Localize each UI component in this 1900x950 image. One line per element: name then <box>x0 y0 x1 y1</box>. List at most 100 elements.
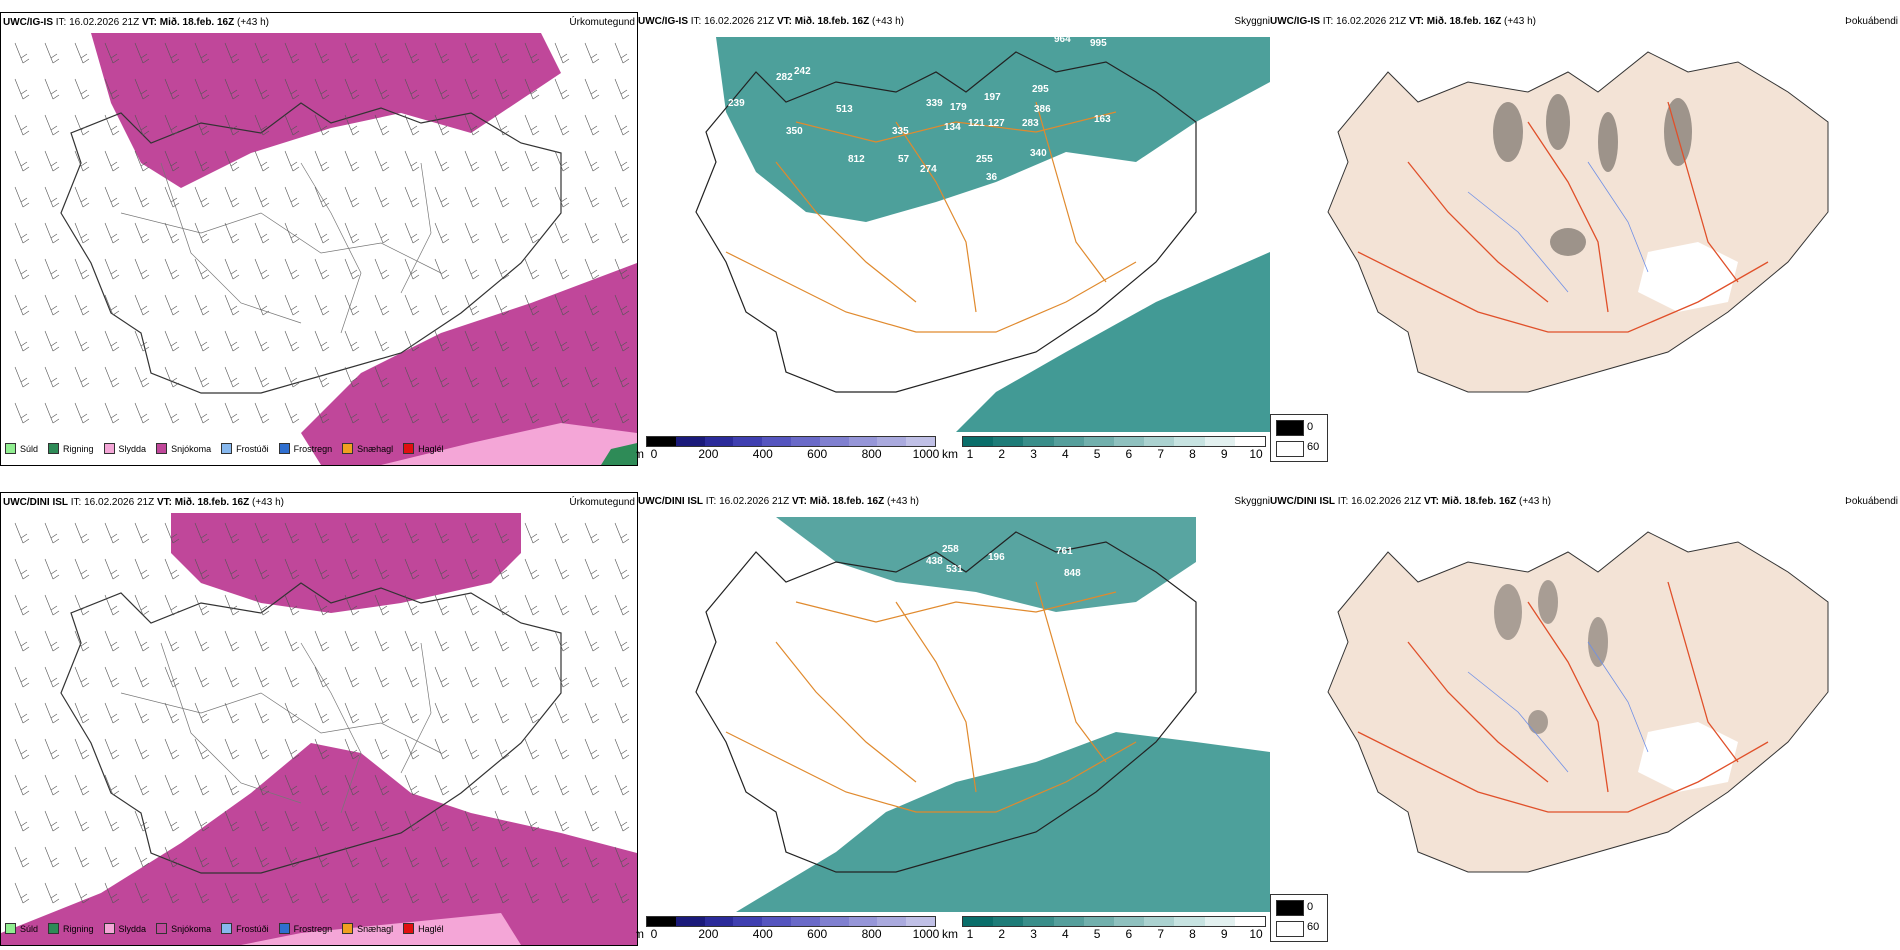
glacier-white <box>1638 242 1738 312</box>
wind-barb <box>14 738 30 760</box>
wind-barb <box>44 150 60 172</box>
wind-barb <box>314 150 330 172</box>
wind-barb <box>344 294 360 316</box>
wind-barb <box>74 666 90 688</box>
colorbar-swatch <box>1023 917 1054 926</box>
legend-item: Súld <box>5 923 38 934</box>
wind-barb <box>254 42 270 64</box>
colorbar-swatch <box>790 437 820 446</box>
wind-barb <box>374 810 390 832</box>
wind-barb <box>194 114 210 136</box>
legend-item: Frostregn <box>278 923 332 934</box>
wind-barb <box>74 558 90 580</box>
colorbar-swatch <box>1114 917 1145 926</box>
wind-barb <box>164 330 180 352</box>
panel-header: UWC/IG-IS IT: 16.02.2026 21Z VT: Mið. 18… <box>638 16 904 27</box>
wind-barb <box>44 702 60 724</box>
wind-barb <box>134 330 150 352</box>
panel-title: Skyggni <box>1234 16 1270 27</box>
wind-barb <box>374 366 390 388</box>
wind-barb <box>314 666 330 688</box>
wind-barb <box>494 774 510 796</box>
colorbar-tick-label: 2 <box>998 447 1006 461</box>
wind-barb <box>44 594 60 616</box>
wind-barb <box>284 774 300 796</box>
colorbar-swatch <box>1053 437 1084 446</box>
wind-barb <box>44 774 60 796</box>
wind-barb <box>344 186 360 208</box>
wind-barb <box>314 558 330 580</box>
wind-barb <box>74 366 90 388</box>
wind-barb <box>254 186 270 208</box>
wind-barb <box>194 42 210 64</box>
wind-barb <box>224 330 240 352</box>
wind-barb <box>164 114 180 136</box>
legend-item: Slydda <box>103 443 146 454</box>
wind-barb <box>44 738 60 760</box>
wind-barb <box>134 150 150 172</box>
wind-barb <box>584 774 600 796</box>
colorbar-swatch <box>963 917 994 926</box>
wind-barb <box>404 810 420 832</box>
cloudbase-unit: m <box>636 447 644 461</box>
cloud-base-label: 258 <box>942 544 959 555</box>
wind-barb <box>254 558 270 580</box>
wind-barb <box>494 150 510 172</box>
wind-barb <box>614 186 630 208</box>
cloud-base-label: 197 <box>984 92 1001 103</box>
wind-barb <box>314 78 330 100</box>
legend-item: Slydda <box>103 923 146 934</box>
panel-header: UWC/DINI ISL IT: 16.02.2026 21Z VT: Mið.… <box>1270 496 1551 507</box>
wind-barb <box>74 402 90 424</box>
wind-barb <box>614 558 630 580</box>
wind-barb <box>524 630 540 652</box>
cloud-base-label: 148 <box>942 232 959 243</box>
wind-barb <box>74 258 90 280</box>
colorbar-swatch <box>1114 437 1145 446</box>
wind-barb <box>404 702 420 724</box>
wind-barb <box>14 150 30 172</box>
wind-barb <box>284 738 300 760</box>
wind-barb <box>464 258 480 280</box>
wind-barb <box>74 882 90 904</box>
cloud-base-label: 216 <box>980 238 997 249</box>
colorbar-swatch <box>1083 437 1115 446</box>
wind-barb <box>314 258 330 280</box>
wind-barb <box>254 810 270 832</box>
wind-barb <box>434 78 450 100</box>
wind-barb <box>104 42 120 64</box>
wind-barb <box>554 78 570 100</box>
colorbar-tick-label: 2 <box>998 927 1006 941</box>
wind-barb <box>374 882 390 904</box>
panel-header: UWC/IG-IS IT: 16.02.2026 21Z VT: Mið. 18… <box>1270 16 1536 27</box>
wind-barb <box>254 630 270 652</box>
wind-barb <box>374 150 390 172</box>
colorbar-swatch <box>1234 917 1266 926</box>
wind-barb <box>404 78 420 100</box>
wind-barb <box>224 810 240 832</box>
wind-barb <box>584 846 600 868</box>
wind-barb <box>524 402 540 424</box>
wind-barb <box>494 810 510 832</box>
colorbar-tick-label: 1 <box>966 447 974 461</box>
wind-barb <box>104 330 120 352</box>
wind-barb <box>494 630 510 652</box>
legend-item: Rigning <box>48 923 94 934</box>
visibility-bar <box>962 916 1266 927</box>
wind-barb <box>464 186 480 208</box>
wind-barb <box>164 594 180 616</box>
wind-barb <box>614 366 630 388</box>
sleet-area <box>241 913 521 945</box>
wind-barb <box>464 666 480 688</box>
colorbar-swatch <box>733 437 763 446</box>
wind-barb <box>314 522 330 544</box>
wind-barb <box>254 258 270 280</box>
colorbar-tick-label: 10 <box>1249 447 1263 461</box>
wind-barb <box>14 258 30 280</box>
wind-barb <box>404 114 420 136</box>
wind-barb <box>404 738 420 760</box>
wind-barb <box>434 882 450 904</box>
wind-barb <box>554 846 570 868</box>
wind-barb <box>374 846 390 868</box>
wind-barb <box>284 402 300 424</box>
